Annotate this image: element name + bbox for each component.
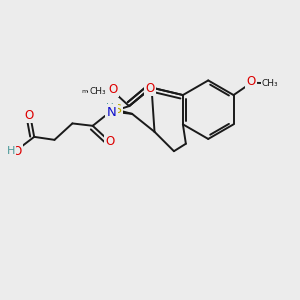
Text: CH₃: CH₃ — [90, 87, 106, 96]
Text: H: H — [6, 146, 15, 156]
Text: O: O — [108, 83, 117, 96]
Text: CH₃: CH₃ — [262, 79, 279, 88]
Text: O: O — [25, 109, 34, 122]
Text: O: O — [146, 82, 155, 95]
Text: N: N — [107, 106, 117, 118]
Text: O: O — [13, 145, 22, 158]
Text: H: H — [106, 103, 113, 113]
Text: O: O — [105, 135, 114, 148]
Text: O: O — [246, 75, 256, 88]
Text: methyl: methyl — [82, 89, 104, 94]
Text: S: S — [113, 103, 121, 116]
